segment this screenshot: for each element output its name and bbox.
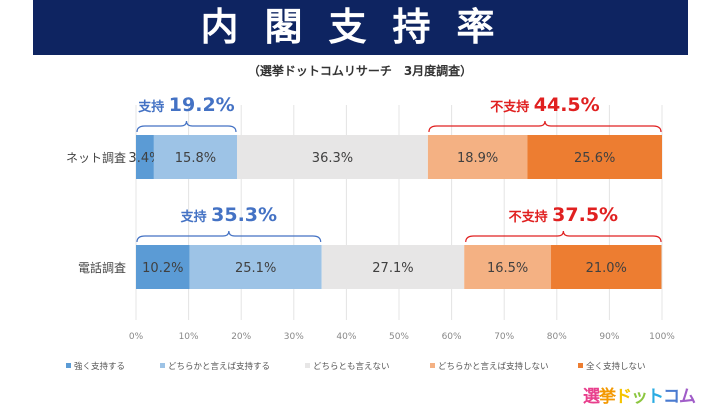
annotation-category: 不支持 — [490, 99, 534, 115]
x-tick-label: 30% — [284, 332, 304, 342]
legend-swatch — [160, 363, 165, 368]
bracket — [136, 230, 322, 243]
chart-subtitle: （選挙ドットコムリサーチ 3月度調査） — [247, 64, 473, 78]
x-tick-label: 20% — [231, 332, 251, 342]
legend-label: どちらとも言えない — [313, 361, 390, 372]
x-tick-label: 0% — [129, 332, 144, 342]
bar-segment — [321, 245, 465, 289]
legend-label: どちらかと言えば支持しない — [438, 361, 549, 372]
annotation-label: 支持 19.2% — [137, 94, 234, 116]
bar-segment — [136, 135, 154, 179]
bar-segment — [189, 245, 322, 289]
data-label: 10.2% — [142, 261, 183, 276]
annotation-label: 支持 35.3% — [180, 204, 277, 226]
legend-swatch — [578, 363, 583, 368]
annotation-value: 35.3% — [211, 204, 277, 226]
x-tick-label: 90% — [599, 332, 619, 342]
annotation-label: 不支持 44.5% — [490, 94, 599, 116]
x-tick-label: 50% — [389, 332, 409, 342]
x-tick-label: 10% — [179, 332, 199, 342]
x-tick-label: 80% — [547, 332, 567, 342]
x-tick-label: 100% — [649, 332, 675, 342]
bar-segment — [551, 245, 662, 289]
legend-label: 強く支持する — [74, 361, 125, 372]
brand-logo: 選挙ドットコム — [583, 387, 696, 407]
bar-segment — [427, 135, 528, 179]
data-label: 15.8% — [175, 151, 216, 166]
bar-segment — [464, 245, 552, 289]
bar-segment — [236, 135, 428, 179]
data-label: 16.5% — [487, 261, 528, 276]
data-label: 21.0% — [586, 261, 627, 276]
bracket — [465, 230, 662, 243]
legend-label: どちらかと言えば支持する — [168, 361, 270, 372]
legend-swatch — [305, 363, 310, 368]
data-label: 18.9% — [457, 151, 498, 166]
annotation-value: 37.5% — [552, 204, 618, 226]
data-label: 3.4% — [128, 151, 161, 166]
x-tick-label: 70% — [494, 332, 514, 342]
annotation-category: 不支持 — [509, 209, 553, 225]
chart-title: 内閣支持率 — [33, 0, 688, 55]
annotation-value: 19.2% — [169, 94, 235, 116]
x-tick-label: 40% — [336, 332, 356, 342]
legend-swatch — [66, 363, 71, 368]
bracket — [136, 120, 237, 133]
annotation-value: 44.5% — [534, 94, 600, 116]
legend-label: 全く支持しない — [586, 361, 646, 372]
bracket — [428, 120, 662, 133]
bar-segment — [136, 245, 190, 289]
annotation-label: 不支持 37.5% — [509, 204, 618, 226]
data-label: 25.6% — [574, 151, 615, 166]
annotation-category: 支持 — [180, 209, 212, 225]
data-label: 25.1% — [235, 261, 276, 276]
x-tick-label: 60% — [442, 332, 462, 342]
legend-swatch — [430, 363, 435, 368]
data-label: 36.3% — [312, 151, 353, 166]
data-label: 27.1% — [372, 261, 413, 276]
bar-segment — [527, 135, 662, 179]
category-label: 電話調査 — [78, 260, 126, 275]
bar-segment — [153, 135, 237, 179]
category-label: ネット調査 — [66, 151, 126, 165]
annotation-category: 支持 — [137, 99, 169, 115]
